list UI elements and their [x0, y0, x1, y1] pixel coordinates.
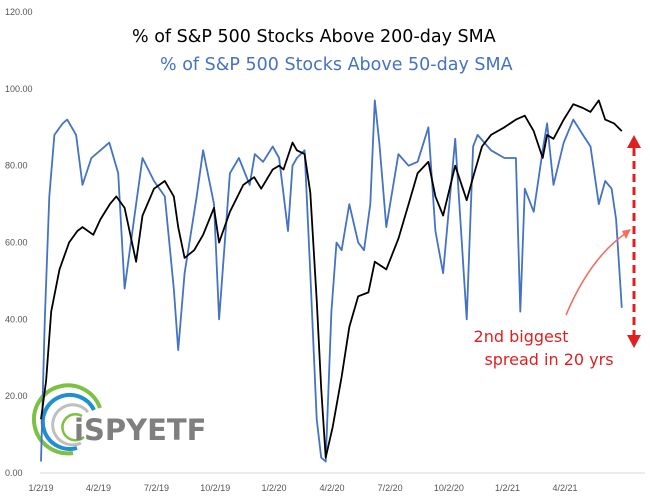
logo-swoosh-icon [31, 383, 102, 456]
x-tick-label: 1/2/19 [28, 483, 53, 493]
logo-text: iSPYETF [74, 413, 206, 447]
x-axis: 1/2/19 4/2/19 7/2/19 10/2/19 1/2/20 4/2/20 7/2… [28, 483, 577, 493]
y-axis: 0.00 20.00 40.00 60.00 80.00 100.00 120.00 [5, 7, 33, 478]
y-tick-label: 20.00 [5, 391, 28, 401]
annotation-line-2: spread in 20 yrs [484, 350, 613, 369]
x-tick-label: 4/2/21 [552, 483, 577, 493]
y-tick-label: 0.00 [5, 468, 23, 478]
y-tick-label: 100.00 [5, 84, 33, 94]
series-line-sma200 [40, 99, 623, 459]
spread-arrow-icon [627, 135, 641, 348]
series-line-sma50 [40, 99, 623, 463]
y-tick-label: 120.00 [5, 7, 33, 17]
y-tick-label: 40.00 [5, 314, 28, 324]
logo: iSPYETF [31, 383, 206, 456]
x-tick-label: 4/2/19 [86, 483, 111, 493]
x-tick-label: 1/2/20 [261, 483, 286, 493]
annotation-line-1: 2nd biggest [474, 327, 569, 346]
x-tick-label: 10/2/19 [200, 483, 230, 493]
chart-subtitle: % of S&P 500 Stocks Above 50-day SMA [160, 55, 513, 75]
x-tick-label: 7/2/19 [144, 483, 169, 493]
callout-arrow-icon [565, 229, 631, 316]
x-tick-label: 7/2/20 [378, 483, 403, 493]
x-tick-label: 10/2/20 [434, 483, 464, 493]
y-tick-label: 80.00 [5, 161, 28, 171]
chart-title: % of S&P 500 Stocks Above 200-day SMA [132, 27, 496, 47]
y-tick-label: 60.00 [5, 238, 28, 248]
x-tick-label: 4/2/20 [320, 483, 345, 493]
x-tick-label: 1/2/21 [495, 483, 520, 493]
